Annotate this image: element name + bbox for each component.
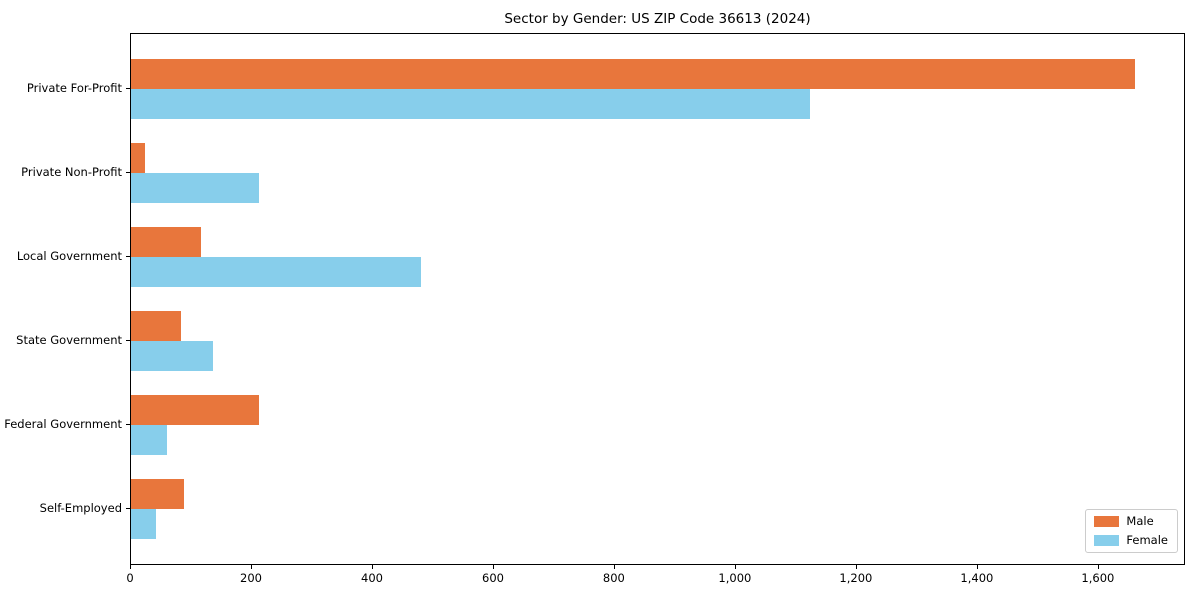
bar-female-local-government [131, 257, 421, 287]
legend-swatch-female [1094, 534, 1120, 546]
y-tick-mark [126, 424, 130, 425]
bar-male-self-employed [131, 479, 185, 509]
bar-female-self-employed [131, 509, 156, 539]
bar-male-private-for-profit [131, 59, 1136, 89]
x-tick-mark [734, 565, 736, 569]
plot-area: Male Female [130, 33, 1185, 565]
x-tick-mark [372, 565, 373, 569]
y-tick-mark [126, 508, 130, 509]
x-tick-label-600: 600 [482, 571, 504, 585]
bar-male-local-government [131, 227, 202, 257]
y-tick-mark [126, 256, 130, 257]
x-tick-mark [855, 565, 857, 569]
y-tick-label-federal-government: Federal Government [4, 417, 122, 431]
x-tick-mark [130, 565, 131, 569]
x-tick-mark [1097, 565, 1099, 569]
chart-title: Sector by Gender: US ZIP Code 36613 (202… [504, 11, 811, 27]
legend-row-male: Male [1094, 514, 1168, 528]
x-tick-mark [976, 565, 978, 569]
legend: Male Female [1085, 509, 1178, 553]
bar-female-state-government [131, 341, 213, 371]
y-tick-label-self-employed: Self-Employed [39, 501, 122, 515]
legend-swatch-male [1094, 516, 1120, 528]
x-tick-label-1-200: 1,200 [839, 571, 873, 585]
x-tick-mark [613, 565, 615, 569]
y-tick-label-private-for-profit: Private For-Profit [26, 81, 122, 95]
x-tick-label-1-400: 1,400 [960, 571, 994, 585]
legend-row-female: Female [1094, 532, 1168, 547]
x-tick-label-800: 800 [602, 571, 625, 585]
y-tick-label-state-government: State Government [16, 333, 122, 347]
y-tick-mark [126, 88, 130, 89]
x-tick-label-1-600: 1,600 [1081, 571, 1115, 585]
bar-female-private-for-profit [131, 89, 810, 119]
bar-female-federal-government [131, 425, 168, 455]
x-tick-label-1-000: 1,000 [718, 571, 752, 585]
y-tick-label-private-non-profit: Private Non-Profit [21, 165, 122, 179]
x-tick-label-0: 0 [126, 571, 134, 585]
x-tick-label-400: 400 [361, 571, 383, 585]
bar-male-private-non-profit [131, 143, 145, 173]
legend-label-female: Female [1126, 532, 1168, 547]
y-tick-mark [126, 340, 130, 341]
y-tick-mark [126, 172, 130, 173]
x-tick-mark [251, 565, 252, 569]
legend-label-male: Male [1126, 514, 1154, 528]
x-tick-mark [493, 565, 494, 569]
bar-male-state-government [131, 311, 182, 341]
y-tick-label-local-government: Local Government [16, 249, 122, 263]
x-tick-label-200: 200 [240, 571, 262, 585]
bar-male-federal-government [131, 395, 260, 425]
bar-female-private-non-profit [131, 173, 260, 203]
